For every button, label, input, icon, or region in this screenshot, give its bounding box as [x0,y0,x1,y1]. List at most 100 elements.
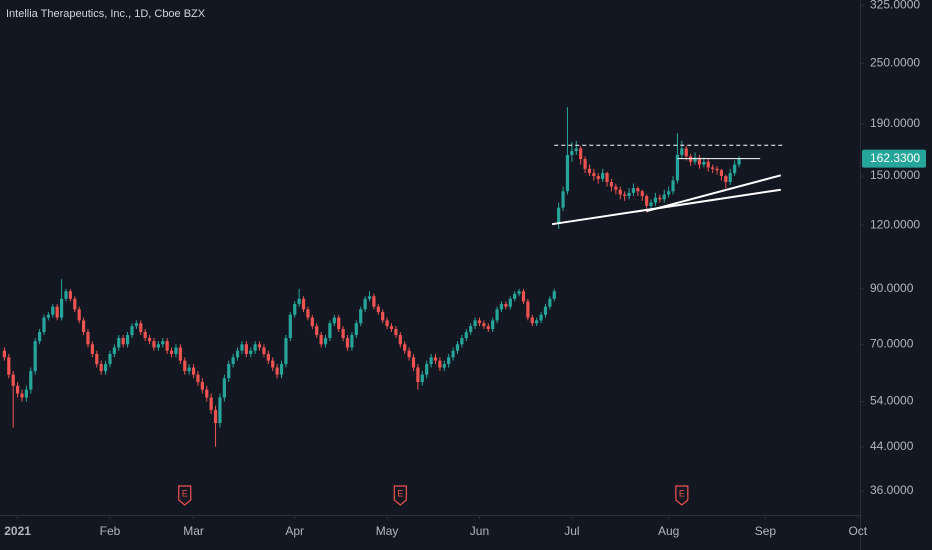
candle-body [645,196,649,206]
candle-body [266,353,270,361]
y-tick-label: 120.0000 [870,217,920,231]
x-tick-label: Jun [470,524,489,538]
candle-body [249,350,253,354]
candle-body [33,341,37,372]
last-price-label: 162.3300 [870,151,920,165]
candle-body [125,335,130,345]
candle-body [363,298,367,310]
x-tick-label: Aug [658,524,679,538]
candle-body [579,148,583,160]
candle-body [68,291,72,299]
candle-body [627,192,631,197]
candle-body [64,291,68,299]
candle-body [240,344,244,351]
candle-body [2,350,6,358]
candle-body [715,168,719,171]
candle-body [728,173,732,183]
candle-body [205,389,209,398]
y-tick-label: 44.0000 [870,439,914,453]
candle-body [548,298,552,307]
candle-body [618,189,622,195]
candle-body [389,326,394,330]
candle-body [315,326,319,336]
x-tick-label: Apr [285,524,304,538]
y-tick-label: 54.0000 [870,394,914,408]
drawing-line [551,188,781,226]
candle-body [667,191,671,195]
x-tick-label: Oct [848,524,867,538]
candle-body [570,151,574,156]
candle-body [539,314,543,321]
candle-body [183,360,187,372]
candle-body [508,298,512,307]
candle-body [447,357,451,365]
candle-body [702,161,706,165]
candle-body [231,357,235,365]
candle-body [196,374,200,383]
candle-body [81,320,86,333]
candle-body [473,320,477,327]
y-tick-label: 36.0000 [870,483,914,497]
candle-body [187,367,191,372]
candle-body [37,332,42,342]
candle-body [319,335,323,345]
candle-body [7,357,11,375]
candle-body [719,170,724,177]
candle-body [561,191,565,208]
candle-body [174,347,178,354]
candle-body [42,317,46,333]
x-tick-label: Feb [100,524,121,538]
candle-body [200,382,204,390]
candle-body [345,338,350,348]
candle-body [477,320,482,324]
candle-body [46,314,50,318]
candle-body [297,298,301,305]
candle-body [407,350,411,358]
candle-body [675,155,680,181]
earnings-label: E [397,488,403,498]
candle-body [394,329,398,336]
candle-body [684,148,688,157]
candle-body [587,168,592,174]
candle-body [328,323,332,339]
candle-body [275,367,279,375]
candle-body [733,164,737,174]
chart-title: Intellia Therapeutics, Inc., 1D, Cboe BZ… [6,8,206,20]
candle-body [425,364,429,375]
candle-body [55,306,59,318]
y-tick-label: 250.0000 [870,55,920,69]
candle-body [565,155,570,192]
candle-body [367,296,372,299]
candle-body [372,296,376,307]
candle-body [191,367,196,375]
candle-body [649,202,653,206]
candle-body [24,389,28,398]
candle-body [222,378,226,398]
candle-body [711,167,715,169]
candle-body [59,298,64,318]
candle-body [376,306,380,313]
candle-body [605,173,609,183]
candle-body [271,360,275,368]
x-tick-label: May [376,524,399,538]
candle-body [653,197,658,203]
x-tick-label: Sep [755,524,777,538]
candle-body [693,157,697,162]
candle-body [671,180,675,192]
candle-body [737,158,741,165]
candle-body [341,329,345,339]
candle-body [530,317,534,324]
candle-body [293,304,297,315]
candle-body [521,291,526,302]
candle-body [29,371,33,390]
candle-body [517,291,521,294]
candle-body [592,173,596,177]
candle-body [697,157,702,165]
candle-body [416,367,420,383]
candle-body [213,409,218,424]
candle-body [460,338,464,345]
candle-body [499,304,504,310]
candle-body [152,341,156,348]
